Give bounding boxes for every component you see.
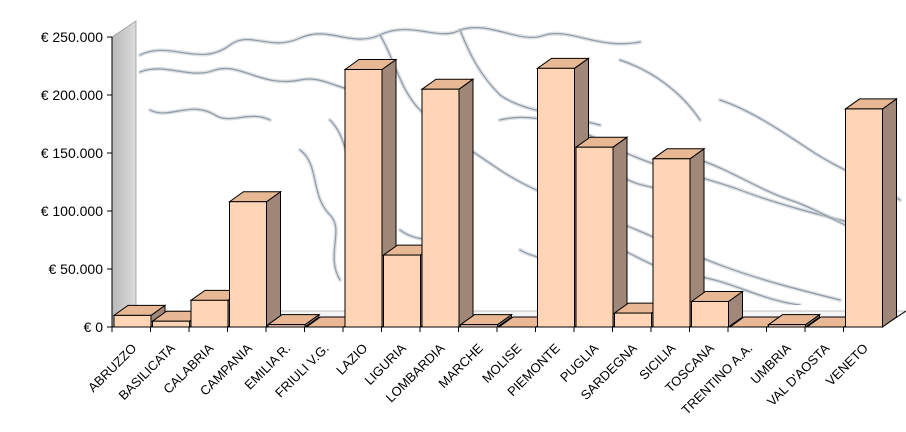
map-outline (299, 149, 341, 281)
bars (112, 57, 899, 328)
x-tick-label: VENETO (823, 341, 871, 389)
bar-front (152, 320, 190, 328)
y-tick-label: € 250.000 (41, 29, 103, 45)
x-tick-label: TRENTINO A.A. (678, 341, 755, 418)
bar-front (383, 254, 421, 328)
map-outline-glow (618, 58, 702, 122)
y-tick-label: € 0 (84, 319, 104, 335)
bar-side (458, 78, 474, 328)
bar-front (691, 300, 729, 328)
x-tick-label: LAZIO (333, 341, 370, 378)
bar-side (612, 136, 628, 328)
y-tick-label: € 50.000 (49, 261, 104, 277)
bar (227, 190, 283, 328)
bar-front (229, 201, 267, 328)
bar-front (614, 312, 652, 328)
bar-front (460, 324, 498, 328)
side-wall (111, 20, 137, 328)
bar-front (845, 108, 883, 328)
bar-side (882, 97, 897, 328)
bar-front (190, 299, 229, 328)
bar-front (421, 88, 460, 328)
bar (458, 313, 514, 328)
map-outline-glow (148, 107, 272, 122)
bar-front (652, 158, 691, 328)
bar-front (768, 324, 806, 328)
y-tick-label: € 200.000 (41, 87, 103, 103)
bar (689, 290, 745, 328)
bar-front (537, 67, 575, 328)
y-axis: € 0 € 50.000 € 100.000 € 150.000 € 200.000 € … (41, 29, 906, 335)
bar (843, 97, 899, 328)
bar-front (267, 324, 306, 328)
map-outline (139, 67, 371, 92)
bar (266, 313, 321, 328)
bar-front (344, 68, 383, 328)
map-outline (149, 108, 271, 121)
y-tick-label: € 100.000 (41, 203, 103, 219)
bar (420, 78, 475, 328)
bar-front (113, 314, 152, 328)
map-outline (619, 59, 701, 121)
y-tick-label: € 150.000 (41, 145, 103, 161)
map-outline-glow (138, 66, 372, 94)
bar (651, 147, 706, 328)
bar-side (266, 190, 281, 328)
x-axis: ABRUZZOBASILICATACALABRIACAMPANIAEMILIA … (85, 327, 871, 418)
bar (574, 136, 629, 328)
bar-front (575, 146, 614, 328)
bar (766, 313, 822, 328)
